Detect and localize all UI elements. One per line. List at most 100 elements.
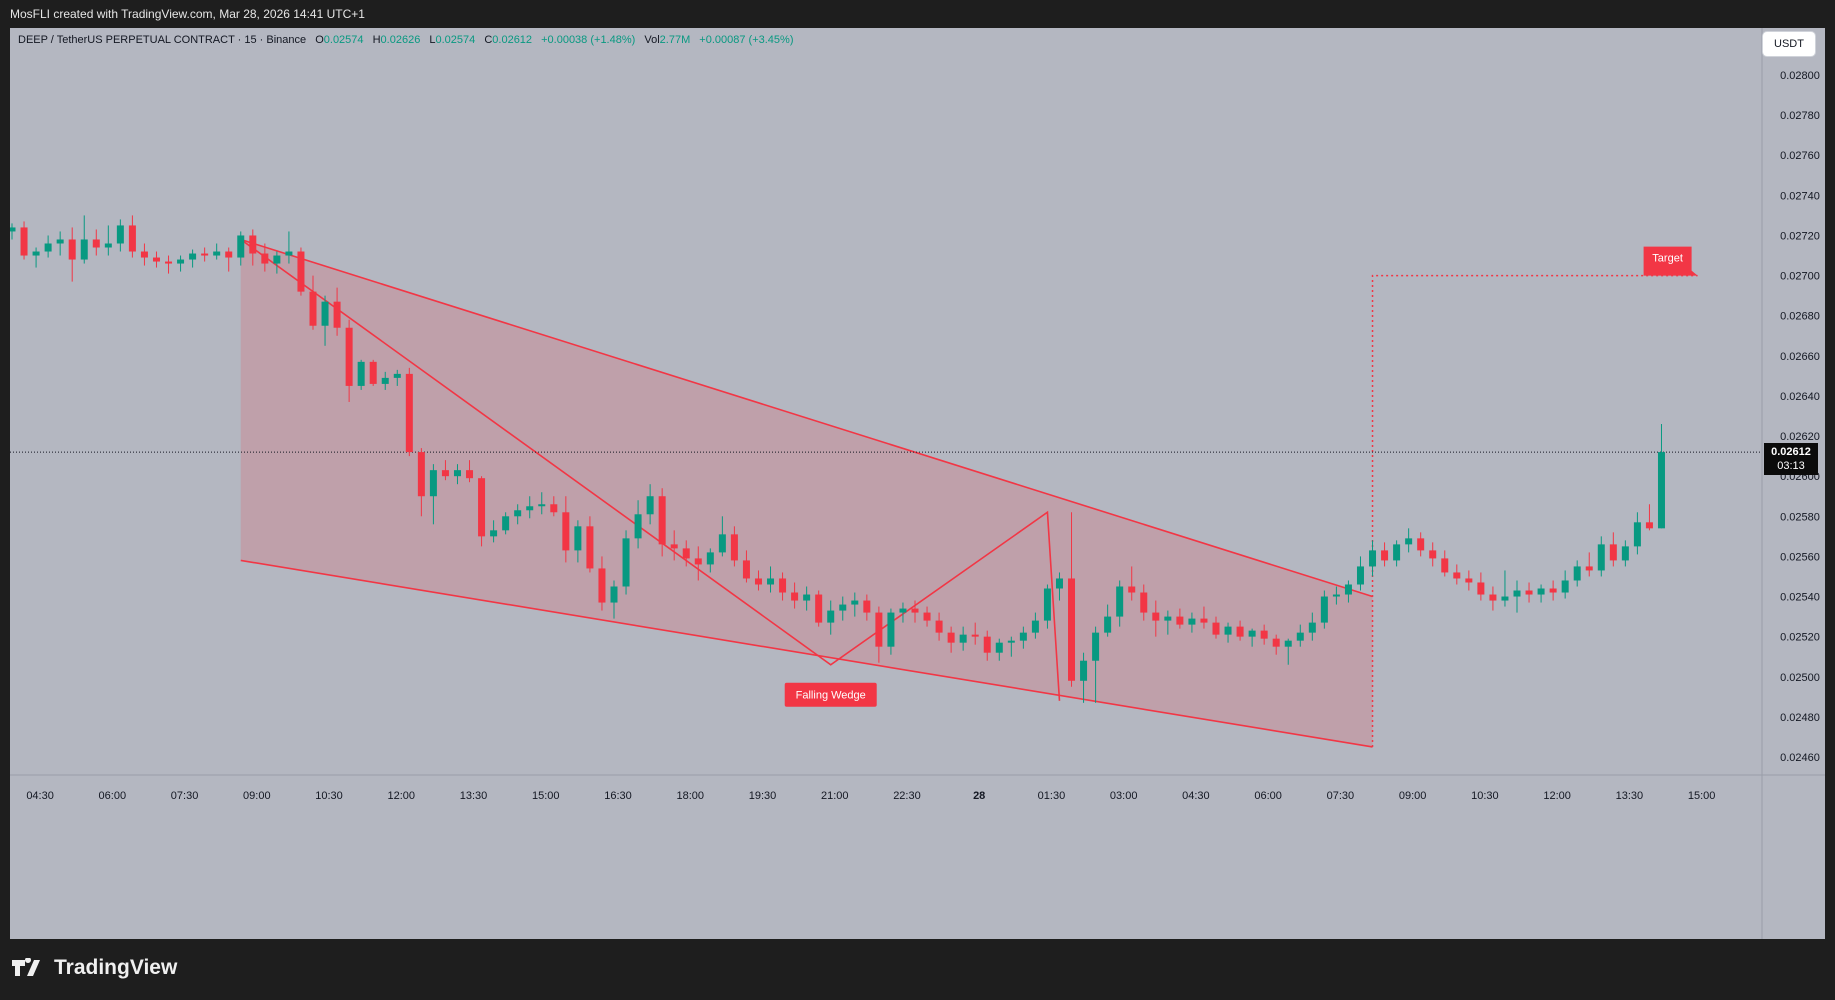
high-label: H <box>372 34 381 46</box>
candle-body <box>827 610 835 623</box>
candle-body <box>1525 590 1533 595</box>
chart-area[interactable]: 0.02460 0.02480 0.02500 0.02520 0.02540 0.025… <box>10 28 1825 939</box>
target-label: Target <box>1652 253 1683 265</box>
candle-body <box>261 253 269 264</box>
candle-body <box>911 608 919 613</box>
time-axis-tick-label: 01:30 <box>1038 790 1066 802</box>
candle-body <box>177 259 185 264</box>
time-axis-tick-label: 13:30 <box>1616 790 1644 802</box>
candle-body <box>1597 544 1605 571</box>
candle-body <box>730 534 738 561</box>
volume-value: 2.77M <box>659 34 691 46</box>
candle-body <box>490 530 498 537</box>
candle-body <box>1019 632 1027 641</box>
footer-bar <box>0 939 1835 1000</box>
candle-body <box>971 634 979 637</box>
candle-body <box>1537 588 1545 595</box>
candle-body <box>803 594 811 601</box>
target-label-box <box>1643 246 1698 276</box>
pattern-label: Falling Wedge <box>796 690 866 702</box>
candle-body <box>1188 618 1196 625</box>
time-axis-tick-label: 09:00 <box>243 790 271 802</box>
volume-change-value: +0.00087 (+3.45%) <box>699 34 794 46</box>
candle-body <box>1320 596 1328 623</box>
candle-body <box>165 261 173 264</box>
pattern-label-box <box>784 682 877 707</box>
candle-body <box>453 470 461 477</box>
candle-body <box>1429 550 1437 559</box>
time-axis-tick-label: 10:30 <box>1471 790 1499 802</box>
price-axis-tick-label: 0.02520 <box>1780 632 1820 644</box>
candle-body <box>1200 618 1208 623</box>
candle-body <box>201 253 209 256</box>
open-label: O <box>315 34 324 46</box>
candle-body <box>1513 590 1521 597</box>
price-axis-tick-label: 0.02760 <box>1780 150 1820 162</box>
candle-body <box>152 257 160 262</box>
candle-body <box>1405 538 1413 545</box>
candle-body <box>767 578 775 585</box>
candle-body <box>32 251 40 256</box>
candle-body <box>983 636 991 653</box>
time-axis-tick-label: 06:00 <box>99 790 127 802</box>
candle-body <box>935 620 943 633</box>
candle-body <box>116 225 124 244</box>
tradingview-logo[interactable]: TradingView <box>12 956 177 980</box>
time-axis-tick-label: 28 <box>973 790 985 802</box>
candle-body <box>1284 640 1292 647</box>
time-axis-tick-label: 15:00 <box>532 790 560 802</box>
candle-body <box>742 560 750 579</box>
candle-body <box>754 578 762 585</box>
candle-body <box>1356 566 1364 585</box>
candle-body <box>321 301 329 326</box>
candle-body <box>670 544 678 549</box>
candle-body <box>1055 578 1063 589</box>
candle-body <box>1128 586 1136 593</box>
candle-body <box>1332 594 1340 597</box>
candle-body <box>682 548 690 559</box>
candle-body <box>875 612 883 647</box>
candle-body <box>562 512 570 551</box>
candle-body <box>1369 550 1377 567</box>
candle-body <box>791 592 799 601</box>
time-axis-tick-label: 06:00 <box>1254 790 1282 802</box>
candle-body <box>189 253 197 260</box>
price-axis-tick-label: 0.02740 <box>1780 190 1820 202</box>
time-axis-tick-label: 04:30 <box>1182 790 1210 802</box>
attribution-text: MosFLI created with TradingView.com, Mar… <box>10 7 365 21</box>
candle-body <box>1164 616 1172 621</box>
candle-body <box>1501 596 1509 601</box>
currency-button[interactable]: USDT <box>1763 32 1815 56</box>
candle-body <box>1549 588 1557 593</box>
candle-body <box>429 470 437 497</box>
candle-body <box>1104 616 1112 633</box>
candle-body <box>381 377 389 384</box>
price-axis-tick-label: 0.02460 <box>1780 752 1820 764</box>
candle-body <box>1176 616 1184 625</box>
time-axis-tick-label: 15:00 <box>1688 790 1716 802</box>
candle-body <box>441 470 449 477</box>
candle-body <box>1477 582 1485 595</box>
candle-body <box>1621 546 1629 561</box>
candle-body <box>1609 544 1617 561</box>
candle-body <box>213 251 221 256</box>
candle-body <box>923 612 931 621</box>
candle-body <box>80 239 88 260</box>
candle-body <box>393 373 401 378</box>
price-axis-tick-label: 0.02800 <box>1780 70 1820 82</box>
candle-body <box>285 251 293 256</box>
candle-body <box>887 612 895 647</box>
price-axis-tick-label: 0.02720 <box>1780 230 1820 242</box>
candle-body <box>104 243 112 248</box>
candle-body <box>1043 588 1051 621</box>
last-price-value: 0.02612 <box>1771 446 1811 459</box>
candle-body <box>718 534 726 553</box>
candlestick-chart[interactable]: 0.02460 0.02480 0.02500 0.02520 0.02540 0.025… <box>10 28 1825 939</box>
candle-body <box>502 516 510 531</box>
time-axis-tick-label: 13:30 <box>460 790 488 802</box>
time-axis-tick-label: 22:30 <box>893 790 921 802</box>
candle-body <box>92 239 100 248</box>
open-value: 0.02574 <box>323 34 364 46</box>
candle-body <box>815 594 823 623</box>
price-axis-tick-label: 0.02640 <box>1780 391 1820 403</box>
